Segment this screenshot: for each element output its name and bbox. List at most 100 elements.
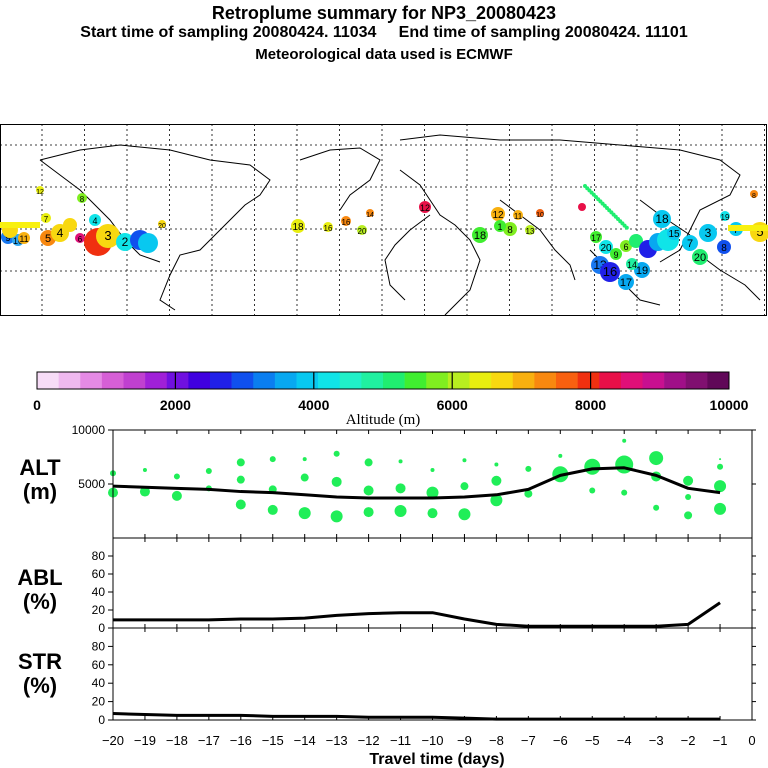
plume-day-label: 19: [721, 213, 730, 222]
plume-day-label: 20: [694, 252, 706, 264]
x-tick-label: 0: [748, 733, 755, 748]
plume-day-label: 1: [497, 222, 502, 232]
colorbar-tick-label: 6000: [437, 397, 468, 413]
map-coastline: [384, 214, 431, 301]
alt-scatter-point: [714, 502, 727, 515]
colorbar-swatch: [685, 372, 708, 389]
plume-marker: [491, 207, 505, 221]
alt-scatter-point: [298, 507, 311, 520]
colorbar-swatch: [101, 372, 124, 389]
plume-day-label: 11: [514, 212, 523, 221]
chart-title: Retroplume summary for NP3_20080423: [211, 3, 557, 23]
plume-day-label: 10: [536, 212, 544, 219]
alt-scatter-point: [300, 473, 309, 482]
x-axis-label: Travel time (days): [369, 751, 504, 768]
colorbar-swatch: [188, 372, 211, 389]
colorbar-swatch: [80, 372, 103, 389]
x-tick-label: −15: [262, 733, 284, 748]
plume-day-label: 11: [19, 234, 28, 244]
alt-scatter-point: [139, 486, 150, 497]
alt-scatter-point: [524, 489, 533, 498]
colorbar-swatch: [274, 372, 297, 389]
alt-scatter-point: [460, 482, 469, 491]
alt-panel-frame: [112, 429, 753, 539]
plume-marker: [629, 234, 643, 248]
abl-ytick-label: 60: [92, 567, 106, 581]
alt-scatter-point: [142, 467, 147, 472]
alt-scatter-point: [330, 510, 343, 523]
alt-scatter-point: [684, 511, 693, 520]
plume-day-label: 4: [92, 216, 97, 226]
plume-marker: [599, 240, 613, 254]
alt-scatter-point: [717, 463, 724, 470]
x-tick-label: −19: [134, 733, 156, 748]
alt-scatter-point: [491, 475, 502, 486]
plume-day-label: 13: [526, 227, 535, 236]
plume-marker: [692, 249, 708, 265]
colorbar-label: Altitude (m): [346, 412, 421, 428]
plume-day-label: 8: [507, 225, 513, 236]
alt-scatter-point: [426, 486, 439, 499]
str-ytick-label: 20: [92, 695, 106, 709]
plume-day-label: 14: [366, 212, 374, 219]
alt-scatter-point: [653, 504, 660, 511]
plume-day-label: 14: [627, 260, 637, 270]
plume-marker: [626, 258, 638, 270]
alt-scatter-point: [364, 458, 373, 467]
map-coastline: [299, 147, 381, 211]
plume-marker: [600, 262, 620, 282]
str-ytick-label: 60: [92, 658, 106, 672]
plume-marker: [323, 222, 333, 232]
x-tick-label: −17: [198, 733, 220, 748]
plume-marker: [158, 220, 166, 228]
colorbar-swatch: [361, 372, 384, 389]
plume-band: [0, 222, 40, 228]
plume-day-label: 8: [752, 193, 756, 200]
str-series-line: [112, 712, 721, 721]
alt-scatter-point: [494, 462, 499, 467]
alt-scatter-point: [622, 438, 627, 443]
x-tick-label: −7: [521, 733, 536, 748]
plume-day-label: 4: [57, 226, 64, 240]
colorbar-swatch: [404, 372, 427, 389]
x-tick-label: −10: [421, 733, 443, 748]
alt-scatter-point: [719, 458, 722, 461]
plume-marker: [96, 224, 120, 248]
plume-day-label: 12: [36, 189, 44, 196]
alt-scatter-point: [685, 493, 692, 500]
abl-ytick-label: 20: [92, 603, 106, 617]
plume-marker: [77, 193, 87, 203]
alt-scatter-point: [458, 508, 471, 521]
alt-scatter-point: [173, 473, 180, 480]
plume-day-label: 9: [613, 250, 618, 260]
abl-ylabel: ABL (%): [17, 565, 63, 614]
x-tick-label: −5: [585, 733, 600, 748]
plume-day-label: 5: [756, 224, 763, 239]
alt-scatter-point: [331, 476, 342, 487]
x-tick-label: −20: [102, 733, 124, 748]
colorbar-swatch: [664, 372, 687, 389]
x-tick-label: −8: [489, 733, 504, 748]
alt-ylabel: ALT (m): [19, 455, 61, 504]
map-coastline: [39, 159, 161, 263]
x-tick-label: −6: [553, 733, 568, 748]
plume-day-label: 6: [623, 242, 628, 252]
plume-day-label: 20: [158, 223, 166, 230]
plume-marker: [682, 235, 698, 251]
colorbar-swatch: [707, 372, 730, 389]
plume-day-label: 20: [600, 243, 612, 254]
str-ytick-label: 40: [92, 676, 106, 690]
plume-day-label: 16: [324, 224, 333, 233]
plume-day-label: 8: [80, 195, 85, 204]
colorbar-swatch: [447, 372, 470, 389]
plume-marker: [291, 219, 305, 233]
alt-scatter-point: [236, 475, 245, 484]
colorbar-swatch: [253, 372, 276, 389]
plume-marker: [634, 262, 650, 278]
plume-day-label: 8: [721, 243, 727, 254]
plume-day-label: 5: [45, 233, 51, 245]
plume-day-label: 20: [358, 227, 367, 236]
colorbar-swatch: [318, 372, 341, 389]
alt-series-line: [112, 466, 721, 500]
